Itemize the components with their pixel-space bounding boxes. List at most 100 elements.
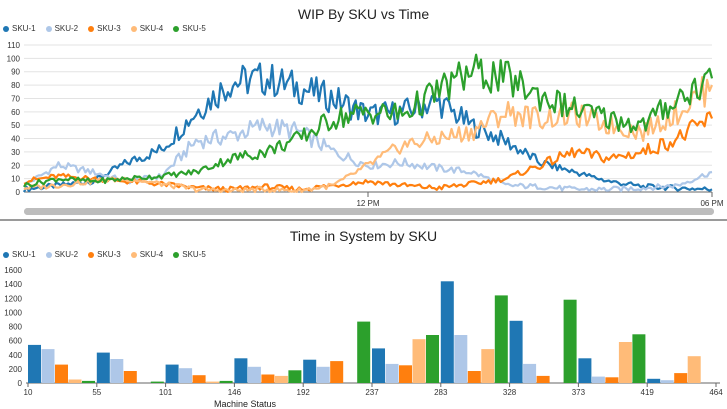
legend-swatch	[130, 251, 137, 258]
bar-sku-5-328[interactable]	[563, 299, 577, 383]
legend-swatch	[88, 25, 95, 32]
bar-sku-2-101[interactable]	[179, 368, 193, 383]
bar-sku-2-237[interactable]	[385, 363, 399, 383]
bar-sku-5-101[interactable]	[219, 380, 233, 383]
bar-sku-1-373[interactable]	[578, 358, 592, 383]
y-tick-label: 80	[11, 81, 20, 90]
bar-sku-1-55[interactable]	[96, 352, 110, 383]
y-tick-label: 70	[11, 94, 20, 103]
chart-legend[interactable]: SKU-1 SKU-2 SKU-3 SKU-4 SKU-5	[3, 250, 206, 259]
bar-sku-4-146[interactable]	[274, 375, 288, 383]
legend-item-sku-4[interactable]: SKU-4	[130, 24, 164, 33]
bar-sku-2-283[interactable]	[454, 335, 468, 383]
legend-label: SKU-5	[182, 24, 206, 33]
y-tick-label: 10	[11, 175, 20, 184]
bar-sku-1-283[interactable]	[440, 281, 454, 383]
x-tick-label: 12 PM	[356, 199, 379, 208]
legend-label: SKU-3	[97, 24, 121, 33]
y-tick-label: 100	[7, 54, 21, 63]
legend-swatch	[173, 25, 180, 32]
bar-sku-5-55[interactable]	[150, 381, 164, 383]
x-tick-label: 283	[434, 388, 448, 397]
x-tick-label: 328	[503, 388, 517, 397]
bar-sku-3-328[interactable]	[536, 375, 550, 383]
series-line-sku-5[interactable]	[23, 53, 714, 188]
legend-item-sku-2[interactable]: SKU-2	[45, 250, 79, 259]
legend-swatch	[3, 251, 9, 258]
series-line-sku-4[interactable]	[23, 75, 714, 194]
x-tick-label: 419	[641, 388, 655, 397]
x-tick-label: 373	[572, 388, 586, 397]
y-tick-label: 40	[11, 135, 20, 144]
bar-sku-2-373[interactable]	[591, 376, 605, 383]
bar-sku-5-373[interactable]	[632, 334, 646, 383]
legend-item-sku-1[interactable]: SKU-1	[3, 250, 36, 259]
partial-section-title: Machine Status	[214, 399, 277, 409]
bar-sku-1-328[interactable]	[509, 320, 523, 383]
bar-sku-3-419[interactable]	[674, 373, 688, 383]
legend-label: SKU-1	[12, 24, 36, 33]
bar-sku-1-192[interactable]	[303, 359, 317, 383]
bar-sku-2-419[interactable]	[660, 380, 674, 383]
legend-label: SKU-1	[12, 250, 36, 259]
legend-item-sku-2[interactable]: SKU-2	[45, 24, 78, 33]
bar-sku-3-101[interactable]	[192, 375, 206, 383]
legend-item-sku-5[interactable]: SKU-5	[173, 24, 206, 33]
bar-sku-1-10[interactable]	[28, 344, 41, 383]
y-tick-label: 0	[18, 379, 23, 388]
bar-sku-3-10[interactable]	[55, 364, 68, 383]
y-tick-label: 90	[11, 68, 20, 77]
legend-item-sku-3[interactable]: SKU-3	[88, 24, 121, 33]
bar-sku-2-328[interactable]	[523, 363, 537, 383]
chart-title: WIP By SKU vs Time	[297, 6, 430, 22]
bar-sku-3-55[interactable]	[123, 371, 137, 383]
time-range-scrollbar[interactable]	[24, 208, 714, 215]
bar-sku-4-419[interactable]	[687, 356, 701, 383]
bar-sku-4-10[interactable]	[68, 379, 82, 384]
chart-legend[interactable]: SKU-1 SKU-2 SKU-3 SKU-4 SKU-5	[3, 24, 206, 33]
y-tick-label: 50	[11, 121, 20, 130]
bar-sku-3-373[interactable]	[605, 377, 619, 383]
x-tick-label: 10	[24, 388, 33, 397]
bar-sku-3-237[interactable]	[399, 365, 412, 383]
bar-sku-3-146[interactable]	[261, 374, 275, 384]
bar-sku-4-283[interactable]	[481, 349, 495, 383]
bar-sku-2-55[interactable]	[110, 359, 124, 383]
wip-line-chart[interactable]: 0 10 20 30 40 50 60 70 80 90 100 110 12 PM 06 PM	[0, 0, 727, 218]
series-line-sku-1[interactable]	[23, 62, 713, 193]
bar-sku-4-237[interactable]	[412, 339, 426, 383]
x-tick-label: 192	[297, 388, 311, 397]
bar-sku-5-237[interactable]	[426, 335, 439, 383]
bar-sku-4-101[interactable]	[206, 381, 220, 383]
bar-sku-1-419[interactable]	[647, 378, 661, 383]
legend-label: SKU-4	[139, 24, 164, 33]
legend-swatch	[45, 251, 52, 258]
scrollbar-thumb[interactable]	[24, 208, 714, 215]
y-tick-label: 20	[11, 161, 20, 170]
legend-swatch	[88, 251, 95, 258]
bar-sku-5-10[interactable]	[82, 380, 95, 383]
bar-sku-2-10[interactable]	[41, 349, 55, 383]
time-in-system-panel: Time in System by SKU SKU-1 SKU-2 SKU-3 SKU…	[0, 222, 727, 405]
bar-sku-1-146[interactable]	[234, 358, 248, 383]
legend-item-sku-3[interactable]: SKU-3	[88, 250, 121, 259]
panel-divider	[0, 219, 727, 221]
time-in-system-bar-chart[interactable]: 0 200 400 600 800 1000 1200 1400 1600 10 55 101 146 1…	[0, 222, 727, 405]
bar-sku-1-101[interactable]	[165, 364, 179, 383]
legend-swatch	[45, 25, 52, 32]
bar-sku-1-237[interactable]	[372, 348, 385, 383]
legend-item-sku-5[interactable]: SKU-5	[173, 250, 206, 259]
bar-sku-5-146[interactable]	[288, 370, 302, 383]
bar-sku-3-283[interactable]	[467, 371, 481, 383]
legend-item-sku-1[interactable]: SKU-1	[3, 24, 36, 33]
bar-sku-2-146[interactable]	[247, 366, 261, 383]
x-tick-label: 101	[159, 388, 173, 397]
bar-sku-5-192[interactable]	[357, 321, 371, 383]
legend-item-sku-4[interactable]: SKU-4	[130, 250, 163, 259]
bar-sku-4-373[interactable]	[618, 342, 632, 383]
bar-sku-5-283[interactable]	[494, 295, 508, 383]
legend-label: SKU-2	[54, 250, 79, 259]
legend-label: SKU-3	[97, 250, 121, 259]
bar-sku-2-192[interactable]	[316, 366, 330, 383]
bar-sku-3-192[interactable]	[330, 361, 344, 383]
